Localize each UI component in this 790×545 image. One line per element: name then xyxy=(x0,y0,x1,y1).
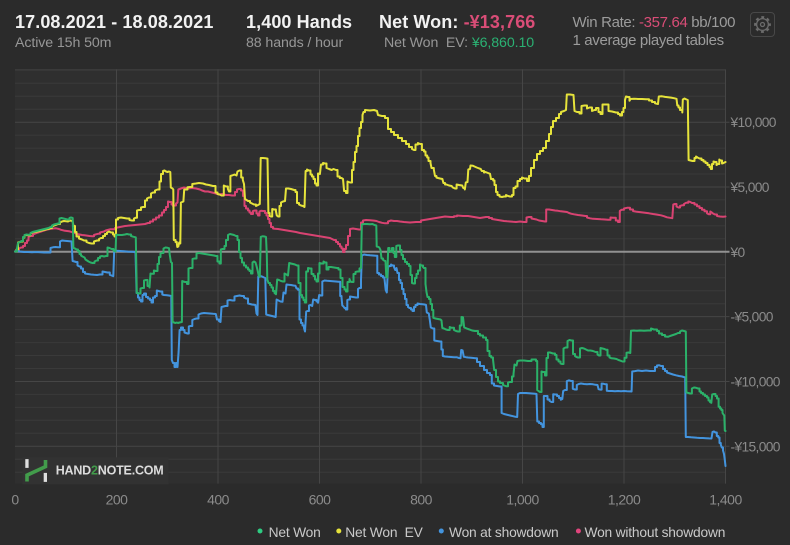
svg-text:Won at showdown: Won at showdown xyxy=(449,525,558,540)
svg-text:1,000: 1,000 xyxy=(506,492,539,508)
svg-text:¥10,000: ¥10,000 xyxy=(730,115,777,130)
svg-text:¥0: ¥0 xyxy=(730,245,746,260)
svg-text:0: 0 xyxy=(11,492,19,508)
svg-text:400: 400 xyxy=(207,492,230,508)
svg-text:200: 200 xyxy=(106,492,129,508)
svg-text:¥5,000: ¥5,000 xyxy=(730,180,770,195)
svg-text:-¥5,000: -¥5,000 xyxy=(731,310,774,325)
svg-text:-¥15,000: -¥15,000 xyxy=(731,439,781,454)
svg-text:Won without showdown: Won without showdown xyxy=(585,525,726,540)
svg-text:Net Won: Net Won xyxy=(269,525,321,540)
svg-text:HAND2NOTE.COM: HAND2NOTE.COM xyxy=(56,464,164,478)
svg-text:Net Won EV: Net Won EV xyxy=(345,525,423,540)
svg-text:1,200: 1,200 xyxy=(608,492,641,508)
svg-text:800: 800 xyxy=(410,492,433,508)
svg-text:1,400: 1,400 xyxy=(709,492,742,508)
svg-text:-¥10,000: -¥10,000 xyxy=(731,375,781,390)
svg-text:600: 600 xyxy=(309,492,332,508)
